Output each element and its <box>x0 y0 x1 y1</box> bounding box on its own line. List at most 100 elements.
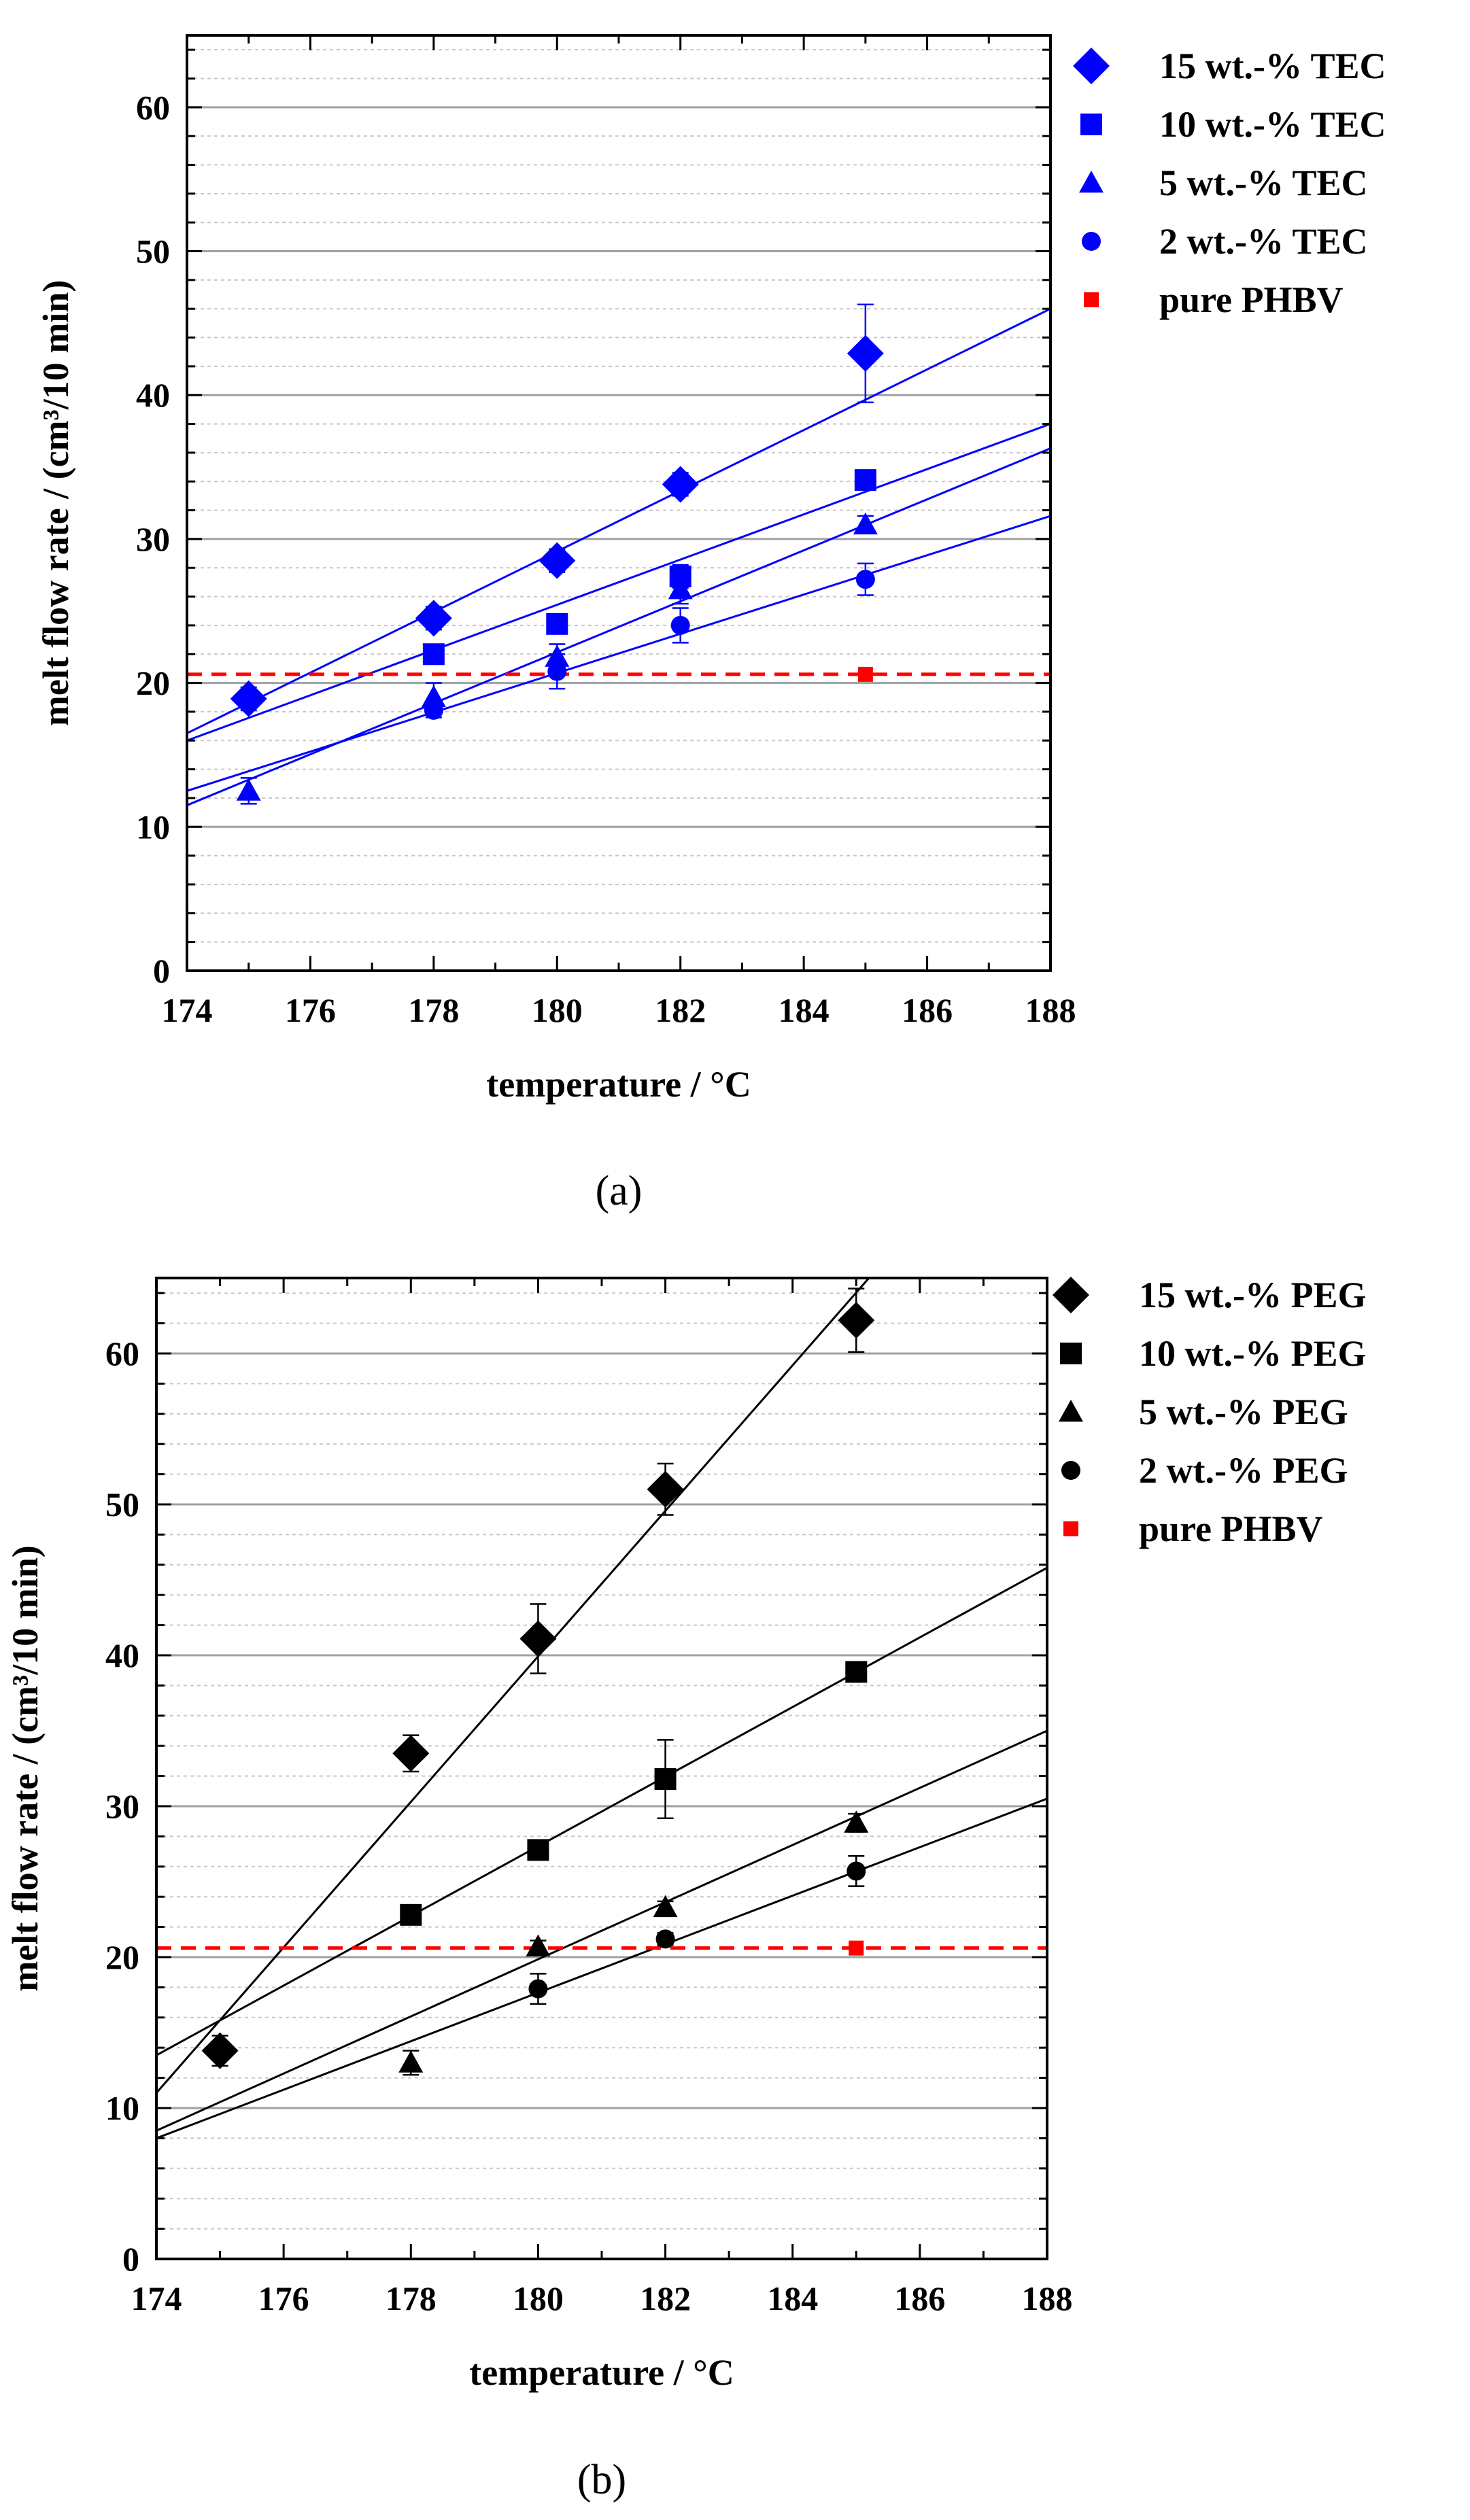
legend-marker <box>1063 1521 1078 1536</box>
series-group <box>201 1288 875 2069</box>
y-tick-label: 0 <box>153 952 170 990</box>
data-point <box>847 334 884 372</box>
data-point <box>857 666 873 682</box>
data-point <box>424 700 443 720</box>
legend-marker <box>1082 232 1101 251</box>
y-tick-label: 40 <box>136 376 170 414</box>
legend-label: 15 wt.-% PEG <box>1139 1275 1366 1315</box>
data-point <box>392 1735 430 1772</box>
data-point <box>838 1302 875 1339</box>
x-tick-label: 178 <box>386 2279 437 2317</box>
data-point <box>653 1895 678 1918</box>
x-tick-label: 184 <box>767 2279 818 2317</box>
legend-label: 2 wt.-% PEG <box>1139 1450 1348 1491</box>
legend-label: 10 wt.-% PEG <box>1139 1333 1366 1374</box>
data-point <box>546 612 568 635</box>
x-tick-label: 186 <box>902 991 953 1029</box>
x-axis-title: temperature / °C <box>486 1064 751 1105</box>
series-group <box>236 512 878 805</box>
data-point <box>422 643 445 666</box>
legend-label: 2 wt.-% TEC <box>1159 221 1368 262</box>
data-point <box>855 570 875 589</box>
data-point <box>415 600 452 637</box>
y-tick-label: 10 <box>105 2089 139 2127</box>
data-point <box>547 661 567 681</box>
chart-panel-b: 174 176 178 180 182 184 186 188 0 10 20 30 40 50 60 tem… <box>5 1275 1366 2503</box>
y-tick-label: 10 <box>136 808 170 846</box>
data-point <box>398 2050 424 2073</box>
fit-lines <box>156 1278 1047 2139</box>
x-tick-label: 180 <box>513 2279 564 2317</box>
series-group <box>398 1810 869 2076</box>
legend-marker <box>1053 1277 1089 1313</box>
legend-label: 5 wt.-% PEG <box>1139 1392 1348 1432</box>
y-tick-label: 30 <box>136 520 170 558</box>
data-point <box>849 1940 864 1956</box>
x-tick-label: 186 <box>894 2279 945 2317</box>
x-tick-label: 180 <box>532 991 583 1029</box>
data-point <box>662 466 699 503</box>
data-point <box>526 1934 551 1956</box>
y-tick-label: 20 <box>105 1938 139 1976</box>
y-axis-title: melt flow rate / (cm³/10 min) <box>5 1545 46 1991</box>
y-tick-label: 30 <box>105 1787 139 1825</box>
series-group <box>230 303 884 717</box>
fit-line <box>187 515 1050 792</box>
x-tick-label: 176 <box>285 991 336 1029</box>
x-axis-title: temperature / °C <box>469 2352 734 2393</box>
x-tick-label: 182 <box>640 2279 691 2317</box>
legend-label: 5 wt.-% TEC <box>1159 162 1368 203</box>
fit-lines <box>187 307 1050 806</box>
y-tick-label: 60 <box>105 1334 139 1373</box>
legend-marker <box>1080 114 1102 135</box>
data-point <box>655 1929 675 1949</box>
legend-label: 10 wt.-% TEC <box>1159 104 1386 145</box>
legend: 15 wt.-% PEG 10 wt.-% PEG 5 wt.-% PEG 2 wt.… <box>1053 1275 1366 1549</box>
legend-marker <box>1084 292 1099 307</box>
legend-label: pure PHBV <box>1139 1508 1323 1549</box>
data-point <box>853 512 878 535</box>
data-point <box>845 1661 868 1683</box>
chart-panel-a: 174 176 178 180 182 184 186 188 0 10 20 30 40 50 60 tem… <box>35 34 1386 1214</box>
data-point <box>519 1620 557 1657</box>
data-point <box>539 542 576 579</box>
series-group <box>849 1940 864 1956</box>
data-point <box>854 469 876 491</box>
fit-line <box>156 1278 870 2094</box>
series-group <box>857 666 873 682</box>
x-tick-label: 176 <box>258 2279 309 2317</box>
x-tick-label: 182 <box>655 991 706 1029</box>
y-tick-label: 40 <box>105 1636 139 1674</box>
legend-label: 15 wt.-% TEC <box>1159 46 1386 86</box>
fit-line <box>187 307 1050 735</box>
data-point <box>236 778 261 801</box>
x-tick-label: 178 <box>408 991 459 1029</box>
fit-line <box>187 423 1050 742</box>
y-tick-label: 50 <box>105 1485 139 1523</box>
data-point <box>528 1979 548 1999</box>
data-point <box>844 1810 869 1833</box>
y-tick-label: 60 <box>136 88 170 126</box>
series-group <box>424 562 875 720</box>
data-point <box>668 577 693 600</box>
data-point <box>647 1470 684 1508</box>
data-point <box>230 680 267 717</box>
legend-marker <box>1060 1343 1082 1364</box>
data-point <box>400 1903 422 1926</box>
series-group <box>400 1661 868 1926</box>
y-axis-title: melt flow rate / (cm³/10 min) <box>35 280 76 726</box>
x-tick-label: 188 <box>1022 2279 1073 2317</box>
series-group <box>528 1855 866 2005</box>
data-point <box>201 2032 239 2069</box>
y-tick-label: 20 <box>136 664 170 702</box>
legend-marker <box>1079 171 1104 193</box>
fit-line <box>156 1566 1047 2056</box>
x-tick-label: 174 <box>131 2279 182 2317</box>
legend: 15 wt.-% TEC 10 wt.-% TEC 5 wt.-% TEC 2 wt.… <box>1073 46 1386 320</box>
legend-marker <box>1059 1400 1083 1422</box>
data-point <box>670 615 690 635</box>
legend-marker <box>1073 48 1110 84</box>
x-tick-label: 174 <box>162 991 213 1029</box>
